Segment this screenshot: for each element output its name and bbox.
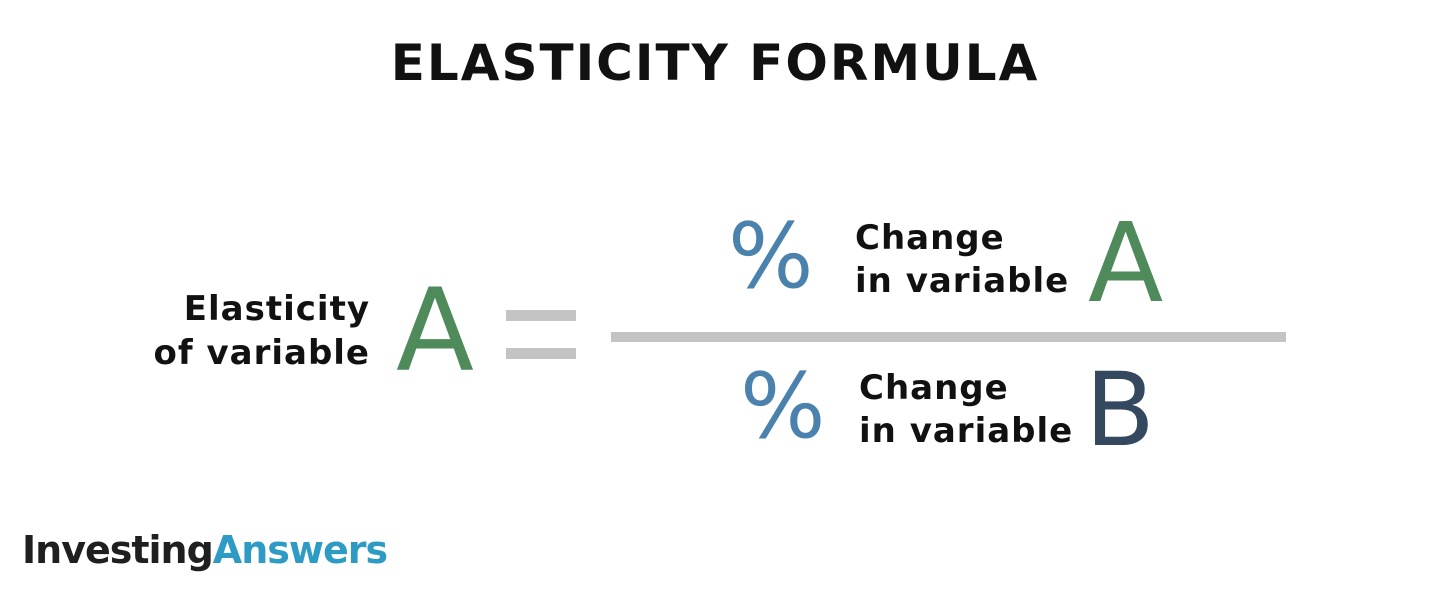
numerator-label-line2: in variable bbox=[855, 261, 1070, 301]
fraction-line bbox=[611, 332, 1286, 342]
lhs-label: Elasticity of variable bbox=[100, 287, 370, 375]
numerator-label-line1: Change bbox=[855, 218, 1005, 258]
diagram-title: ELASTICITY FORMULA bbox=[390, 34, 1040, 92]
lhs-label-line2: of variable bbox=[153, 333, 370, 373]
denominator-label: Change in variable bbox=[859, 367, 1073, 453]
investinganswers-logo: InvestingAnswers bbox=[22, 528, 388, 572]
denominator-label-line2: in variable bbox=[859, 411, 1074, 451]
denominator-percent-icon: % bbox=[740, 354, 826, 459]
lhs-label-line1: Elasticity bbox=[183, 289, 370, 329]
numerator-variable-letter: A bbox=[1088, 199, 1164, 327]
numerator-percent-icon: % bbox=[728, 204, 814, 309]
numerator-label: Change in variable bbox=[855, 217, 1069, 303]
equals-bar-bottom bbox=[506, 348, 576, 359]
equals-sign bbox=[506, 310, 576, 362]
equals-bar-top bbox=[506, 310, 576, 321]
logo-text-answers: Answers bbox=[212, 528, 388, 572]
denominator-label-line1: Change bbox=[859, 368, 1009, 408]
lhs-variable-letter: A bbox=[396, 264, 474, 397]
denominator-variable-letter: B bbox=[1085, 351, 1155, 470]
logo-text-investing: Investing bbox=[22, 528, 214, 572]
